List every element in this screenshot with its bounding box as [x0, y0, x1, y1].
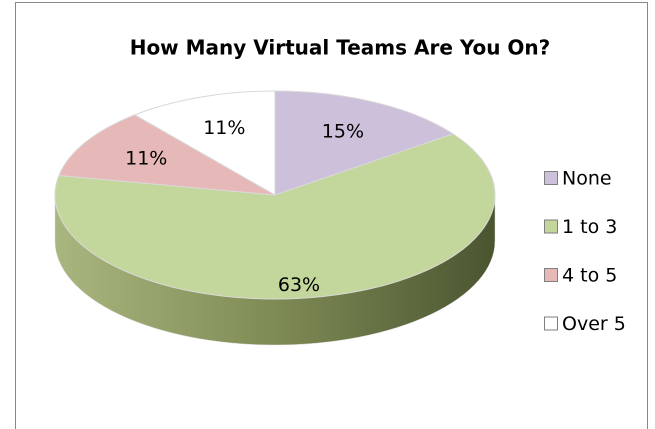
data-label: 11%: [203, 117, 245, 139]
legend-swatch: [544, 268, 558, 282]
legend-label: Over 5: [562, 313, 626, 335]
legend-label: None: [562, 168, 612, 190]
legend-swatch: [544, 171, 558, 185]
legend-label: 1 to 3: [562, 216, 617, 238]
chart-title: How Many Virtual Teams Are You On?: [130, 36, 551, 60]
legend-label: 4 to 5: [562, 265, 617, 287]
data-label: 15%: [322, 120, 364, 142]
data-label: 11%: [125, 148, 167, 170]
legend-swatch: [544, 316, 558, 331]
slice: [58, 114, 276, 196]
data-label: 63%: [278, 274, 320, 296]
slice: [133, 90, 276, 196]
slice: [54, 133, 496, 300]
slice: [274, 90, 455, 196]
legend-swatch: [544, 219, 558, 234]
